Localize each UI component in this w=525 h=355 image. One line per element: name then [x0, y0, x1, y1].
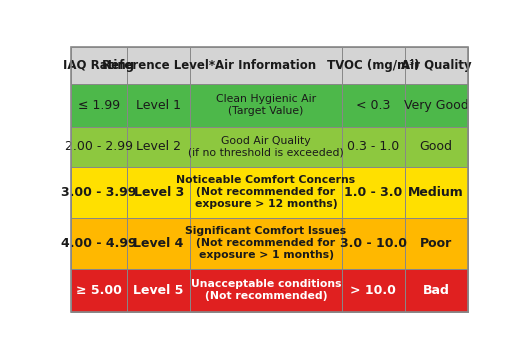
Bar — [70, 47, 127, 84]
Text: < 0.3: < 0.3 — [356, 99, 391, 112]
Text: Unacceptable conditions
(Not recommended): Unacceptable conditions (Not recommended… — [191, 279, 341, 301]
Bar — [127, 167, 190, 218]
Bar — [70, 218, 127, 269]
Text: Level 4: Level 4 — [133, 237, 184, 250]
Bar — [190, 84, 342, 127]
Bar — [342, 269, 405, 312]
Bar — [342, 47, 405, 84]
Text: Very Good: Very Good — [404, 99, 469, 112]
Text: 4.00 - 4.99: 4.00 - 4.99 — [61, 237, 136, 250]
Text: ≥ 5.00: ≥ 5.00 — [76, 284, 122, 297]
Bar — [405, 167, 468, 218]
Bar — [405, 84, 468, 127]
Text: Reference Level*: Reference Level* — [102, 59, 215, 72]
Bar — [405, 218, 468, 269]
Bar — [127, 127, 190, 167]
Text: Medium: Medium — [408, 186, 464, 199]
Text: > 10.0: > 10.0 — [351, 284, 396, 297]
Text: Noticeable Comfort Concerns
(Not recommended for
exposure > 12 months): Noticeable Comfort Concerns (Not recomme… — [176, 175, 355, 209]
Text: 3.00 - 3.99: 3.00 - 3.99 — [61, 186, 136, 199]
Bar — [70, 269, 127, 312]
Text: Good Air Quality
(if no threshold is exceeded): Good Air Quality (if no threshold is exc… — [188, 136, 344, 158]
Text: Clean Hygienic Air
(Target Value): Clean Hygienic Air (Target Value) — [216, 94, 316, 116]
Bar — [190, 47, 342, 84]
Text: Good: Good — [419, 140, 453, 153]
Bar — [342, 167, 405, 218]
Bar — [342, 127, 405, 167]
Text: IAQ Rating: IAQ Rating — [64, 59, 134, 72]
Bar — [405, 127, 468, 167]
Bar — [70, 167, 127, 218]
Bar — [70, 84, 127, 127]
Bar — [190, 218, 342, 269]
Bar — [342, 218, 405, 269]
Text: 1.0 - 3.0: 1.0 - 3.0 — [344, 186, 403, 199]
Text: Air Quality: Air Quality — [401, 59, 471, 72]
Text: 0.3 - 1.0: 0.3 - 1.0 — [347, 140, 400, 153]
Text: Level 1: Level 1 — [136, 99, 181, 112]
Bar — [127, 47, 190, 84]
Bar — [190, 167, 342, 218]
Bar — [127, 269, 190, 312]
Text: 3.0 - 10.0: 3.0 - 10.0 — [340, 237, 407, 250]
Text: Level 2: Level 2 — [136, 140, 181, 153]
Text: Poor: Poor — [420, 237, 453, 250]
Text: ≤ 1.99: ≤ 1.99 — [78, 99, 120, 112]
Bar — [70, 127, 127, 167]
Bar — [190, 269, 342, 312]
Text: Level 5: Level 5 — [133, 284, 184, 297]
Text: Air Information: Air Information — [215, 59, 317, 72]
Bar — [190, 127, 342, 167]
Bar — [127, 218, 190, 269]
Bar — [405, 47, 468, 84]
Text: Bad: Bad — [423, 284, 449, 297]
Bar — [405, 269, 468, 312]
Text: Level 3: Level 3 — [133, 186, 184, 199]
Bar — [342, 84, 405, 127]
Text: Significant Comfort Issues
(Not recommended for
exposure > 1 months): Significant Comfort Issues (Not recommen… — [185, 226, 346, 261]
Text: 2.00 - 2.99: 2.00 - 2.99 — [65, 140, 133, 153]
Bar — [127, 84, 190, 127]
Text: TVOC (mg/m³): TVOC (mg/m³) — [327, 59, 419, 72]
